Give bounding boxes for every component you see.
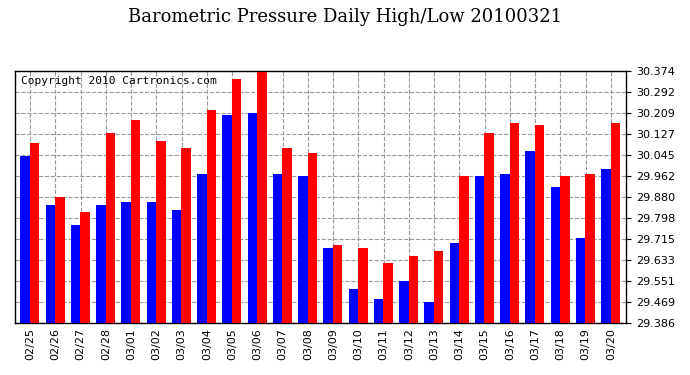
Bar	[197, 174, 206, 375]
Bar	[30, 143, 39, 375]
Bar	[424, 302, 434, 375]
Bar	[525, 151, 535, 375]
Bar	[333, 245, 342, 375]
Bar	[121, 202, 131, 375]
Bar	[131, 120, 141, 375]
Bar	[434, 251, 444, 375]
Bar	[257, 72, 267, 375]
Bar	[459, 177, 469, 375]
Text: Barometric Pressure Daily High/Low 20100321: Barometric Pressure Daily High/Low 20100…	[128, 8, 562, 26]
Bar	[585, 174, 595, 375]
Bar	[46, 204, 55, 375]
Bar	[273, 174, 282, 375]
Bar	[20, 156, 30, 375]
Bar	[222, 115, 232, 375]
Bar	[308, 153, 317, 375]
Bar	[106, 133, 115, 375]
Bar	[206, 110, 216, 375]
Bar	[560, 177, 570, 375]
Bar	[475, 177, 484, 375]
Bar	[399, 281, 408, 375]
Bar	[551, 187, 560, 375]
Bar	[81, 212, 90, 375]
Bar	[601, 169, 611, 375]
Text: Copyright 2010 Cartronics.com: Copyright 2010 Cartronics.com	[21, 76, 217, 86]
Bar	[358, 248, 368, 375]
Bar	[348, 289, 358, 375]
Bar	[96, 204, 106, 375]
Bar	[324, 248, 333, 375]
Bar	[384, 263, 393, 375]
Bar	[510, 123, 519, 375]
Bar	[55, 197, 65, 375]
Bar	[575, 238, 585, 375]
Bar	[146, 202, 156, 375]
Bar	[282, 148, 292, 375]
Bar	[181, 148, 191, 375]
Bar	[156, 141, 166, 375]
Bar	[535, 125, 544, 375]
Bar	[232, 80, 241, 375]
Bar	[374, 299, 384, 375]
Bar	[172, 210, 181, 375]
Bar	[71, 225, 81, 375]
Bar	[484, 133, 494, 375]
Bar	[298, 177, 308, 375]
Bar	[500, 174, 510, 375]
Bar	[450, 243, 459, 375]
Bar	[248, 112, 257, 375]
Bar	[611, 123, 620, 375]
Bar	[408, 256, 418, 375]
